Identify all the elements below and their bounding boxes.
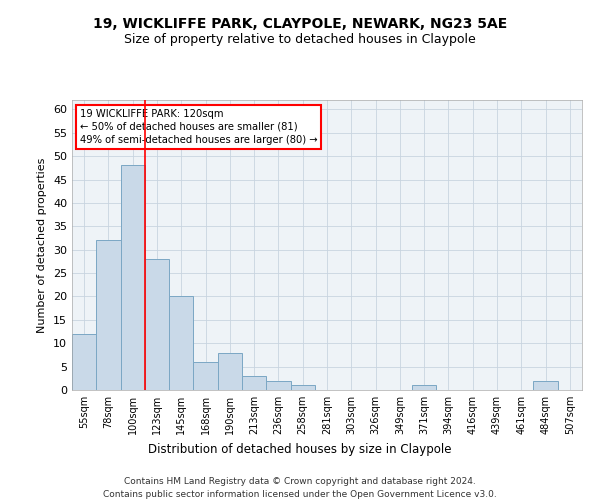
Bar <box>242 376 266 390</box>
Bar <box>533 380 558 390</box>
Bar <box>412 386 436 390</box>
Text: 19 WICKLIFFE PARK: 120sqm
← 50% of detached houses are smaller (81)
49% of semi-: 19 WICKLIFFE PARK: 120sqm ← 50% of detac… <box>80 108 317 145</box>
Bar <box>145 259 169 390</box>
Text: 19, WICKLIFFE PARK, CLAYPOLE, NEWARK, NG23 5AE: 19, WICKLIFFE PARK, CLAYPOLE, NEWARK, NG… <box>93 18 507 32</box>
Bar <box>169 296 193 390</box>
Bar <box>72 334 96 390</box>
Text: Contains HM Land Registry data © Crown copyright and database right 2024.: Contains HM Land Registry data © Crown c… <box>124 478 476 486</box>
Bar <box>193 362 218 390</box>
Y-axis label: Number of detached properties: Number of detached properties <box>37 158 47 332</box>
Bar <box>96 240 121 390</box>
Text: Contains public sector information licensed under the Open Government Licence v3: Contains public sector information licen… <box>103 490 497 499</box>
Bar <box>218 352 242 390</box>
Bar <box>290 386 315 390</box>
Bar <box>266 380 290 390</box>
Text: Size of property relative to detached houses in Claypole: Size of property relative to detached ho… <box>124 32 476 46</box>
Text: Distribution of detached houses by size in Claypole: Distribution of detached houses by size … <box>148 442 452 456</box>
Bar <box>121 166 145 390</box>
